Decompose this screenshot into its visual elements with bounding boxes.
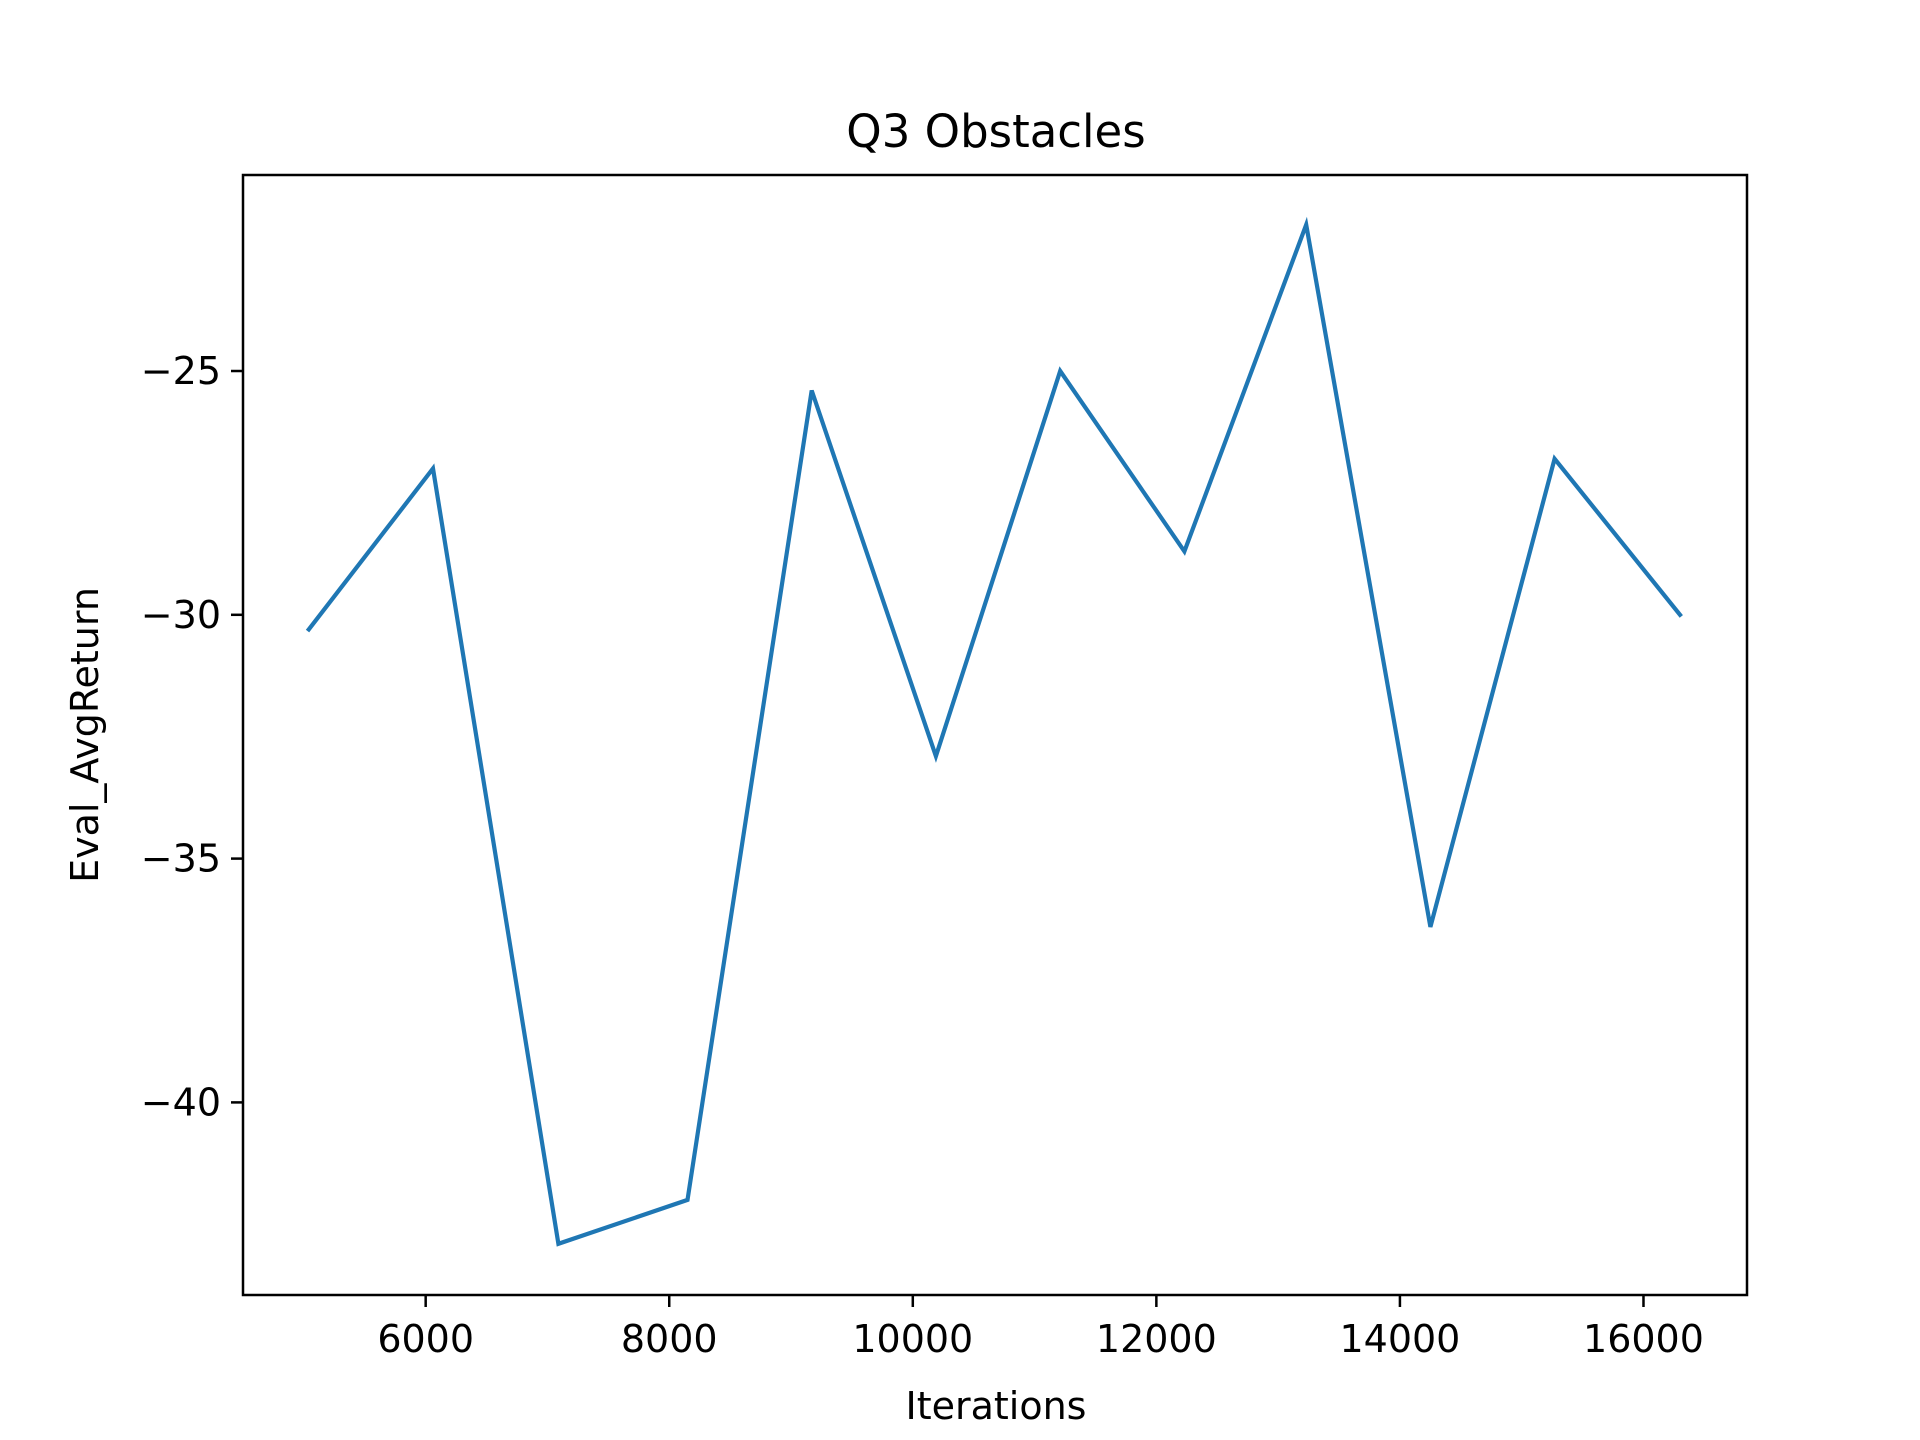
y-tick-label: −40	[141, 1080, 221, 1124]
y-tick-label: −25	[141, 349, 221, 393]
x-tick-label: 10000	[852, 1317, 973, 1361]
x-axis-label: Iterations	[906, 1384, 1087, 1428]
x-tick-label: 8000	[621, 1317, 718, 1361]
x-axis-ticks: 6000 8000 10000 12000 14000 16000	[377, 1295, 1704, 1361]
y-axis-ticks: −25 −30 −35 −40	[141, 349, 243, 1124]
x-tick-label: 6000	[377, 1317, 474, 1361]
y-axis-label: Eval_AvgReturn	[63, 587, 107, 883]
x-tick-label: 16000	[1583, 1317, 1704, 1361]
axes-frame	[241, 173, 1749, 1297]
x-tick-label: 14000	[1339, 1317, 1460, 1361]
y-tick-label: −35	[141, 837, 221, 881]
series-line	[305, 216, 1683, 1247]
y-tick-label: −30	[141, 593, 221, 637]
chart-title: Q3 Obstacles	[846, 105, 1145, 158]
x-tick-label: 12000	[1096, 1317, 1217, 1361]
plot-area	[305, 216, 1683, 1247]
